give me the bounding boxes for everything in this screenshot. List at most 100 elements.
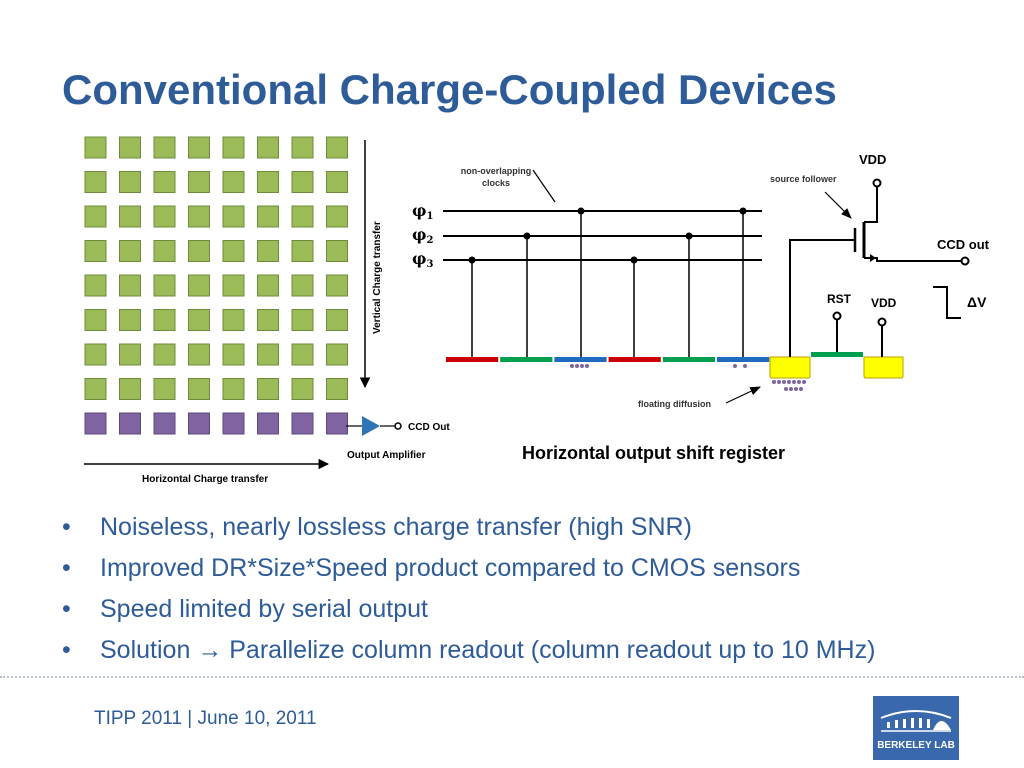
ccd-pixel <box>291 378 314 400</box>
ccd-pixel <box>326 343 348 366</box>
ccd-pixel <box>188 240 210 262</box>
ccd-pixel <box>222 136 245 159</box>
bullet-marker: • <box>62 513 71 541</box>
ccd-pixel <box>326 136 348 159</box>
shift-register-gates <box>446 357 770 362</box>
right-arrow-icon: → <box>197 636 223 664</box>
ccd-pixel <box>84 240 107 262</box>
bullet-prefix: Solution <box>100 636 191 664</box>
bullet-item-1: • Noiseless, nearly lossless charge trans… <box>62 507 875 548</box>
ccd-pixel <box>222 343 245 366</box>
vdd-drain-terminal <box>877 317 887 327</box>
floating-diffusion-well <box>769 356 811 379</box>
ccd-diagram: Vertical Charge transfer CCD Out Output … <box>84 136 990 485</box>
footer-divider <box>0 676 1024 678</box>
register-gate-2 <box>500 357 553 362</box>
ccd-pixel <box>119 136 141 159</box>
ccd-pixel <box>119 343 141 366</box>
ccd-pixel <box>188 205 210 228</box>
transistor-drain-wire <box>864 186 878 223</box>
floating-diffusion-label: floating diffusion <box>638 399 711 409</box>
ccd-pixel <box>222 205 245 228</box>
transistor-source-wire <box>864 257 962 262</box>
ccd-pixel <box>257 343 279 366</box>
ccd-pixel <box>188 136 210 159</box>
output-amplifier-label: Output Amplifier <box>347 450 426 461</box>
ccd-pixel <box>153 136 176 159</box>
bullet-item-3: • Speed limited by serial output <box>62 589 875 630</box>
junction-3 <box>577 207 585 215</box>
ccd-pixel <box>326 205 348 228</box>
ccd-pixel <box>257 378 279 400</box>
register-cell <box>119 412 141 435</box>
ccd-pixel <box>222 274 245 297</box>
ccd-pixel <box>153 171 176 193</box>
bullet-text: Noiseless, nearly lossless charge transf… <box>100 513 692 541</box>
ccd-pixel <box>291 136 314 159</box>
register-gate-3 <box>554 357 607 362</box>
horizontal-transfer-label: Horizontal Charge transfer <box>142 474 268 485</box>
ccd-pixel <box>291 171 314 193</box>
vdd-top-label: VDD <box>859 152 886 167</box>
ccd-pixel <box>119 274 141 297</box>
ccd-pixel <box>291 240 314 262</box>
ccd-pixel <box>153 205 176 228</box>
shift-register-caption: Horizontal output shift register <box>522 443 785 463</box>
vdd-top-terminal <box>872 178 882 188</box>
junction-4 <box>630 256 638 264</box>
bullet-text: Parallelize column readout (column reado… <box>222 636 876 664</box>
clocks-label-line1: non-overlapping <box>461 166 532 176</box>
ccd-pixel <box>153 378 176 400</box>
bullet-item-4: • Solution → Parallelize column readout (… <box>62 630 875 671</box>
ccd-pixel <box>119 205 141 228</box>
phase-2-label: φ2 <box>412 225 433 246</box>
ccd-pixel <box>222 240 245 262</box>
ccd-pixel <box>119 309 141 331</box>
ccd-out-terminal-right <box>960 256 970 266</box>
bullet-text: Improved DR*Size*Speed product compared … <box>100 554 801 582</box>
floating-diffusion-gate-wire <box>789 239 855 357</box>
ccd-out-right-label: CCD out <box>937 237 990 252</box>
ccd-pixel <box>119 378 141 400</box>
phase-3-label: φ3 <box>412 249 433 270</box>
register-cell <box>326 412 348 435</box>
register-cell <box>188 412 210 435</box>
ccd-pixel <box>257 205 279 228</box>
register-cell <box>153 412 176 435</box>
junction-2 <box>523 232 531 240</box>
junction-6 <box>739 207 747 215</box>
junction-5 <box>685 232 693 240</box>
ccd-pixel <box>84 378 107 400</box>
bullet-item-2: • Improved DR*Size*Speed product compared… <box>62 548 875 589</box>
ccd-pixel <box>222 378 245 400</box>
register-gate-5 <box>662 357 715 362</box>
ccd-pixel <box>326 378 348 400</box>
junction-1 <box>468 256 476 264</box>
ccd-pixel <box>291 205 314 228</box>
slide-title: Conventional Charge-Coupled Devices <box>62 66 837 113</box>
ccd-pixel <box>291 309 314 331</box>
ccd-pixel <box>257 309 279 331</box>
vertical-transfer-label: Vertical Charge transfer <box>372 221 383 334</box>
ccd-pixel <box>188 343 210 366</box>
ccd-out-label: CCD Out <box>408 422 450 433</box>
clocks-pointer <box>532 169 556 203</box>
ccd-pixel <box>188 171 210 193</box>
bullet-marker: • <box>62 595 71 623</box>
ccd-pixel-array <box>84 136 348 435</box>
ccd-pixel <box>257 136 279 159</box>
ccd-pixel <box>257 274 279 297</box>
ccd-pixel <box>119 240 141 262</box>
ccd-pixel <box>291 343 314 366</box>
ccd-pixel <box>84 171 107 193</box>
ccd-pixel <box>188 378 210 400</box>
footer-text: TIPP 2011 | June 10, 2011 <box>94 708 317 729</box>
rst-label: RST <box>827 292 852 306</box>
ccd-pixel <box>84 136 107 159</box>
ccd-pixel <box>188 309 210 331</box>
bullet-marker: • <box>62 554 71 582</box>
register-cell <box>257 412 279 435</box>
ccd-pixel <box>84 343 107 366</box>
register-cell <box>222 412 245 435</box>
ccd-pixel <box>188 274 210 297</box>
